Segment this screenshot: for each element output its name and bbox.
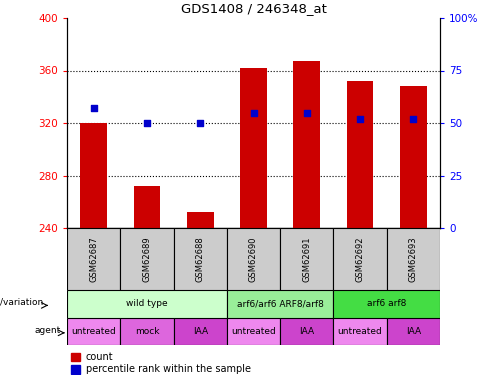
Text: wild type: wild type (126, 300, 168, 309)
Point (90, 105, 98, 111)
Bar (227, 318, 280, 345)
Bar (347, 81, 373, 228)
Bar (227, 228, 280, 290)
Bar (280, 228, 333, 290)
Text: IAA: IAA (299, 327, 314, 336)
Text: untreated: untreated (338, 327, 383, 336)
Bar (134, 186, 160, 228)
Text: mock: mock (135, 327, 159, 336)
Bar (240, 68, 267, 228)
Text: percentile rank within the sample: percentile rank within the sample (86, 364, 251, 374)
Point (303, 110, 311, 116)
Text: arf6/arf6 ARF8/arf8: arf6/arf6 ARF8/arf8 (237, 300, 324, 309)
Text: genotype/variation: genotype/variation (0, 298, 43, 307)
Point (143, 120, 151, 126)
Title: GDS1408 / 246348_at: GDS1408 / 246348_at (181, 3, 326, 15)
Bar (81, 123, 107, 228)
Bar (120, 228, 174, 290)
Point (356, 116, 364, 122)
Text: GSM62691: GSM62691 (302, 236, 311, 282)
Text: GSM62692: GSM62692 (356, 236, 365, 282)
Bar (67, 228, 120, 290)
Bar (280, 318, 333, 345)
Text: untreated: untreated (71, 327, 116, 336)
Text: GSM62688: GSM62688 (196, 236, 204, 282)
Bar (67, 318, 120, 345)
Bar (293, 61, 320, 228)
Text: agent: agent (34, 326, 61, 334)
Text: count: count (86, 352, 113, 362)
Bar (400, 86, 427, 228)
Point (196, 120, 204, 126)
Text: IAA: IAA (193, 327, 208, 336)
Text: GSM62687: GSM62687 (89, 236, 98, 282)
Bar (227, 290, 333, 318)
Bar (386, 318, 440, 345)
Text: GSM62690: GSM62690 (249, 236, 258, 282)
Bar (120, 318, 174, 345)
Text: untreated: untreated (231, 327, 276, 336)
Bar (174, 318, 227, 345)
Bar (71, 365, 80, 374)
Bar (333, 228, 386, 290)
Text: GSM62693: GSM62693 (409, 236, 418, 282)
Text: arf6 arf8: arf6 arf8 (367, 300, 407, 309)
Text: IAA: IAA (406, 327, 421, 336)
Text: GSM62689: GSM62689 (142, 236, 151, 282)
Point (249, 110, 257, 116)
Bar (187, 212, 214, 228)
Bar (333, 290, 440, 318)
Bar (67, 290, 227, 318)
Bar (174, 228, 227, 290)
Bar (386, 228, 440, 290)
Bar (71, 352, 80, 361)
Point (409, 116, 417, 122)
Bar (333, 318, 386, 345)
